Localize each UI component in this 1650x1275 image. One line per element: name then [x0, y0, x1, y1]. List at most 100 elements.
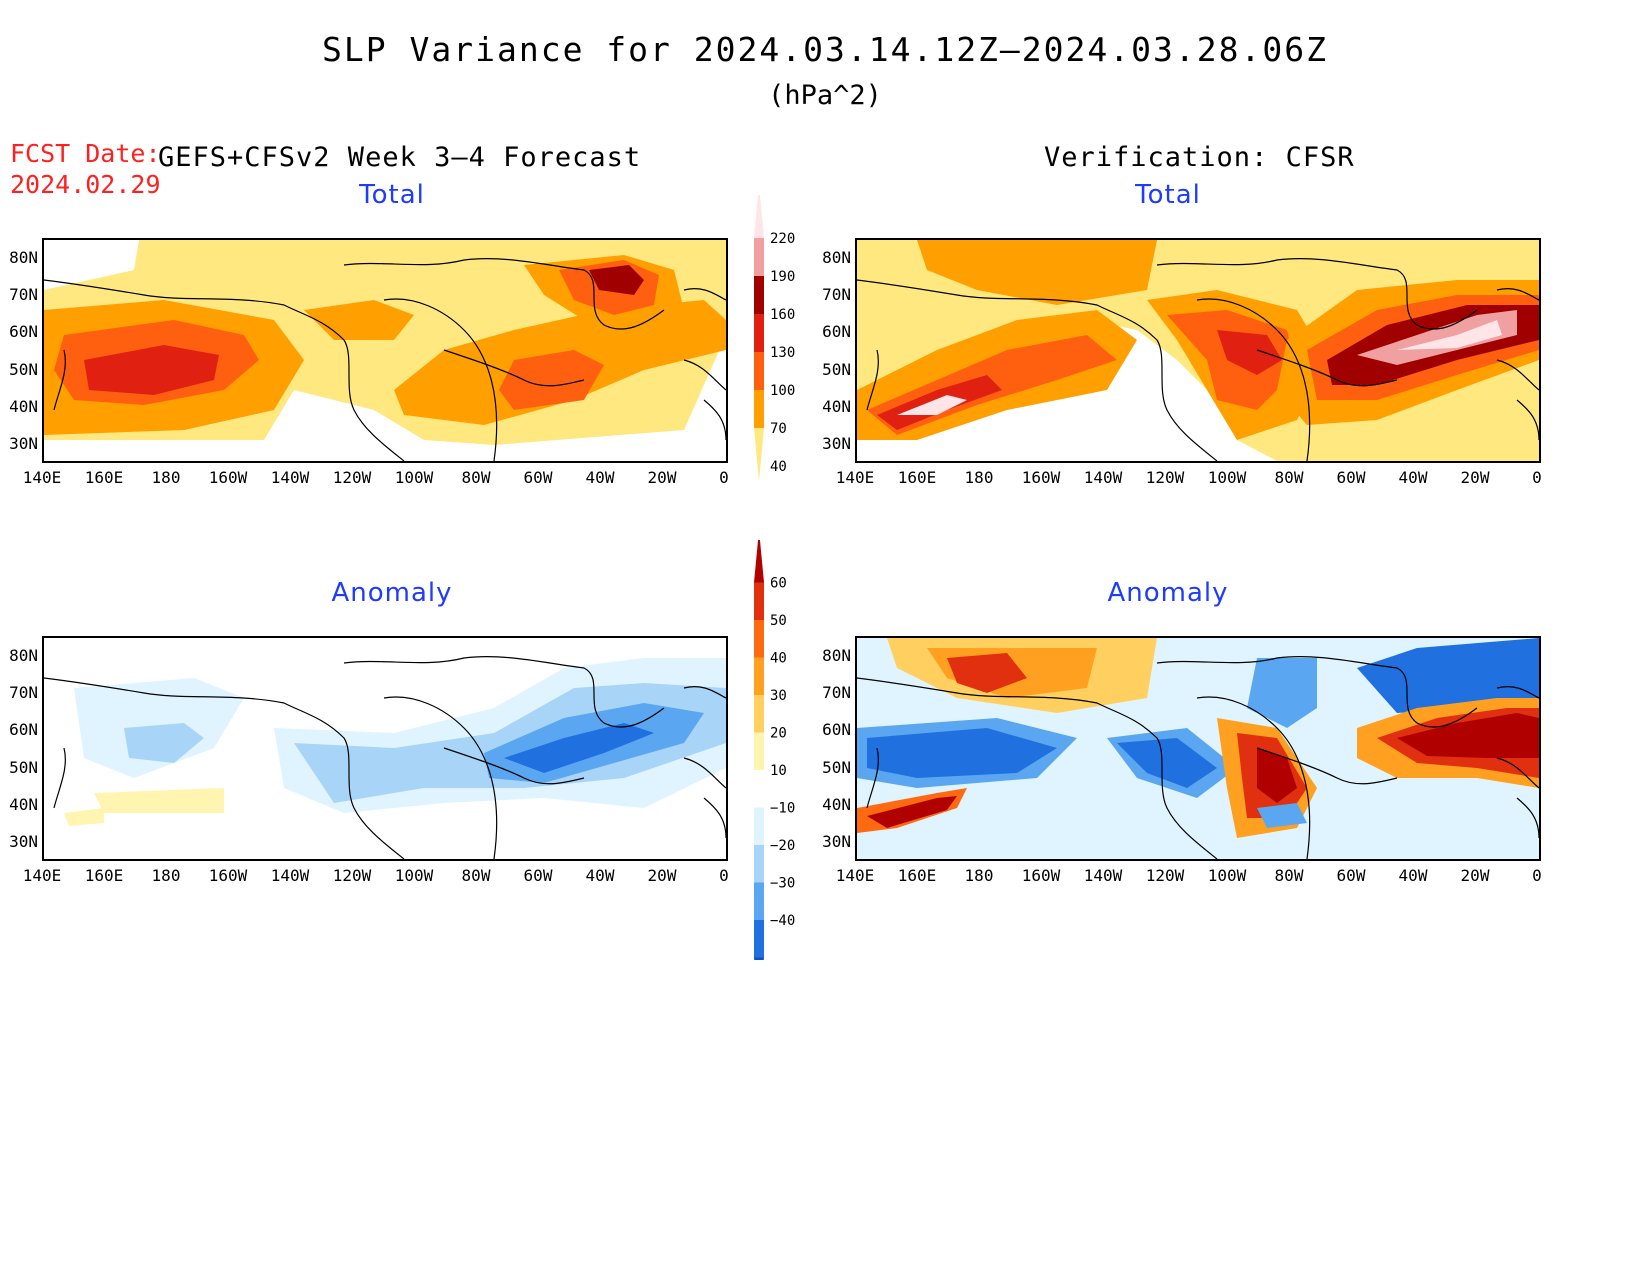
lat-label-fcst-total: 50N: [9, 359, 38, 379]
lon-label-fcst-total: 80W: [461, 468, 491, 487]
lat-label-verif-anom: 70N: [822, 683, 851, 703]
anom-cb-label: 20: [770, 726, 787, 742]
total-cb-label: 40: [770, 459, 787, 475]
panel-title-verification-total: Total: [1135, 180, 1201, 210]
anom-cb-label: −10: [770, 801, 795, 817]
lon-label-fcst-total: 160E: [84, 468, 124, 487]
lon-label-verif-total: 140W: [1083, 468, 1123, 487]
lat-label-verif-total: 70N: [822, 285, 851, 305]
fcst-date-block: FCST Date: 2024.02.29: [10, 138, 161, 200]
fcst-date-value: 2024.02.29: [10, 170, 161, 199]
map-forecast-total: [42, 238, 728, 463]
lat-label-fcst-total: 30N: [9, 434, 38, 453]
lat-label-fcst-total: 40N: [9, 396, 38, 416]
total-cb-swatch: [754, 352, 764, 390]
figure-title: SLP Variance for 2024.03.14.12Z–2024.03.…: [322, 30, 1328, 69]
lat-label-verif-anom: 60N: [822, 720, 851, 740]
map-verification-total: [855, 238, 1541, 463]
lon-label-fcst-total: 140E: [22, 468, 62, 487]
lat-label-verif-total: 30N: [822, 434, 851, 453]
anom-cb-label: 10: [770, 763, 787, 779]
anom-cb-swatch: [754, 582, 764, 620]
lon-label-fcst-anom: 180: [151, 866, 181, 885]
anom-cb-label: 50: [770, 613, 787, 629]
lon-label-verif-anom: 140E: [835, 866, 875, 885]
lon-label-fcst-total: 40W: [585, 468, 615, 487]
lon-label-fcst-total: 20W: [647, 468, 677, 487]
lon-label-fcst-anom: 0: [719, 866, 729, 885]
anom-cb-swatch: [754, 807, 764, 845]
total-cb-label: 100: [770, 383, 795, 399]
lon-label-fcst-anom: 140E: [22, 866, 62, 885]
lat-label-verif-anom: 50N: [822, 757, 851, 777]
panel-title-verification-anomaly: Anomaly: [1107, 578, 1229, 608]
anom-cb-label: 40: [770, 651, 787, 667]
anom-cb-swatch: [754, 920, 764, 958]
lon-label-verif-anom: 160W: [1021, 866, 1061, 885]
total-cb-swatch: [754, 390, 764, 428]
anom-cb-swatch: [754, 695, 764, 733]
anom-cb-swatch: [754, 540, 764, 583]
lat-label-fcst-anom: 60N: [9, 720, 38, 740]
total-cb-swatch: [754, 195, 764, 238]
lon-label-verif-anom: 180: [964, 866, 994, 885]
lat-label-fcst-anom: 40N: [9, 794, 38, 814]
lat-label-fcst-anom: 80N: [9, 646, 38, 665]
lat-label-fcst-anom: 50N: [9, 757, 38, 777]
lat-label-fcst-total: 70N: [9, 285, 38, 305]
lat-label-fcst-anom: 70N: [9, 683, 38, 703]
anom-cb-swatch: [754, 732, 764, 770]
lon-label-verif-total: 180: [964, 468, 994, 487]
lon-label-verif-anom: 80W: [1274, 866, 1304, 885]
lon-label-verif-anom: 40W: [1398, 866, 1428, 885]
lon-label-fcst-total: 100W: [394, 468, 434, 487]
lon-label-fcst-anom: 20W: [647, 866, 677, 885]
lon-label-verif-total: 160E: [897, 468, 937, 487]
lon-label-fcst-total: 140W: [270, 468, 310, 487]
lon-label-verif-total: 40W: [1398, 468, 1428, 487]
lat-label-fcst-total: 80N: [9, 248, 38, 267]
lon-label-verif-anom: 20W: [1460, 866, 1490, 885]
anom-cb-swatch: [754, 957, 764, 960]
lon-label-verif-anom: 140W: [1083, 866, 1123, 885]
lon-label-fcst-total: 180: [151, 468, 181, 487]
lon-label-verif-anom: 160E: [897, 866, 937, 885]
lon-label-fcst-total: 120W: [332, 468, 372, 487]
lon-label-fcst-anom: 160W: [208, 866, 248, 885]
lat-label-verif-total: 60N: [822, 322, 851, 342]
lon-label-fcst-total: 160W: [208, 468, 248, 487]
lon-label-fcst-anom: 40W: [585, 866, 615, 885]
lat-label-verif-anom: 40N: [822, 794, 851, 814]
verification-header: Verification: CFSR: [1044, 142, 1355, 173]
total-colorbar: 220 190 160 130 100 70 40: [754, 195, 795, 482]
anom-cb-label: 30: [770, 688, 787, 704]
total-cb-swatch: [754, 276, 764, 314]
anom-cb-label: −30: [770, 876, 795, 892]
total-cb-swatch: [754, 238, 764, 276]
total-cb-label: 220: [770, 231, 795, 247]
lon-label-verif-total: 120W: [1145, 468, 1185, 487]
anom-cb-swatch: [754, 882, 764, 920]
lon-label-verif-total: 20W: [1460, 468, 1490, 487]
lon-label-fcst-anom: 60W: [523, 866, 553, 885]
lon-label-fcst-anom: 80W: [461, 866, 491, 885]
total-cb-label: 70: [770, 421, 787, 437]
anom-cb-swatch: [754, 845, 764, 883]
lon-label-verif-total: 60W: [1336, 468, 1366, 487]
lon-label-verif-total: 0: [1532, 468, 1542, 487]
lon-label-verif-anom: 120W: [1145, 866, 1185, 885]
lon-label-verif-anom: 100W: [1207, 866, 1247, 885]
lon-label-fcst-total: 0: [719, 468, 729, 487]
map-forecast-anomaly: [42, 636, 728, 861]
lat-label-verif-anom: 30N: [822, 832, 851, 851]
lat-label-verif-total: 80N: [822, 248, 851, 267]
panel-title-forecast-anomaly: Anomaly: [331, 578, 453, 608]
anom-cb-swatch: [754, 770, 764, 808]
lon-label-fcst-anom: 120W: [332, 866, 372, 885]
fcst-date-label: FCST Date:: [10, 139, 161, 168]
lon-label-fcst-anom: 100W: [394, 866, 434, 885]
anom-cb-swatch: [754, 620, 764, 658]
lat-label-verif-anom: 80N: [822, 646, 851, 665]
anom-cb-swatch: [754, 657, 764, 695]
total-cb-label: 130: [770, 345, 795, 361]
